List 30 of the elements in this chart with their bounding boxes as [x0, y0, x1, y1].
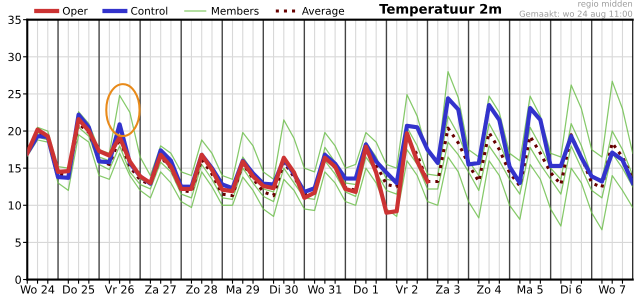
y-tick-label: 35 [8, 16, 21, 24]
x-tick-label: Wo 7 [598, 285, 626, 294]
legend-label: Average [302, 7, 344, 17]
chart-title: Temperatuur 2m [379, 4, 502, 16]
y-tick-label: 15 [8, 164, 21, 173]
y-tick-label: 25 [8, 90, 21, 98]
x-tick-label: Za 3 [436, 285, 460, 294]
x-tick-label: Di 30 [270, 285, 298, 294]
x-tick-label: Ma 5 [518, 285, 543, 294]
text: Gemaakt: wo 24 aug 11:00 [520, 10, 632, 18]
y-tick-label: 20 [8, 127, 21, 136]
y-tick-label: 0 [15, 276, 21, 284]
x-tick-label: Do 25 [63, 285, 94, 294]
x-tick-label: Zo 4 [477, 285, 501, 294]
x-tick-label: Wo 24 [20, 285, 54, 294]
legend-label: Control [131, 6, 168, 15]
x-tick-label: Ma 29 [226, 285, 260, 294]
x-tick-label: Za 27 [145, 285, 176, 294]
x-tick-label: Di 6 [561, 285, 582, 294]
x-tick-label: Vr 26 [104, 285, 134, 294]
legend-label: Members [212, 6, 259, 15]
y-tick-label: 30 [8, 52, 21, 62]
text: regio midden [578, 0, 632, 8]
x-tick-label: Zo 28 [186, 285, 217, 294]
y-tick-label: 10 [8, 201, 21, 210]
x-tick-label: Vr 2 [396, 285, 418, 294]
x-tick-label: Do 1 [354, 285, 378, 294]
y-tick-label: 5 [15, 238, 21, 247]
legend-label: Oper [62, 6, 88, 17]
x-tick-label: Wo 31 [308, 285, 342, 294]
